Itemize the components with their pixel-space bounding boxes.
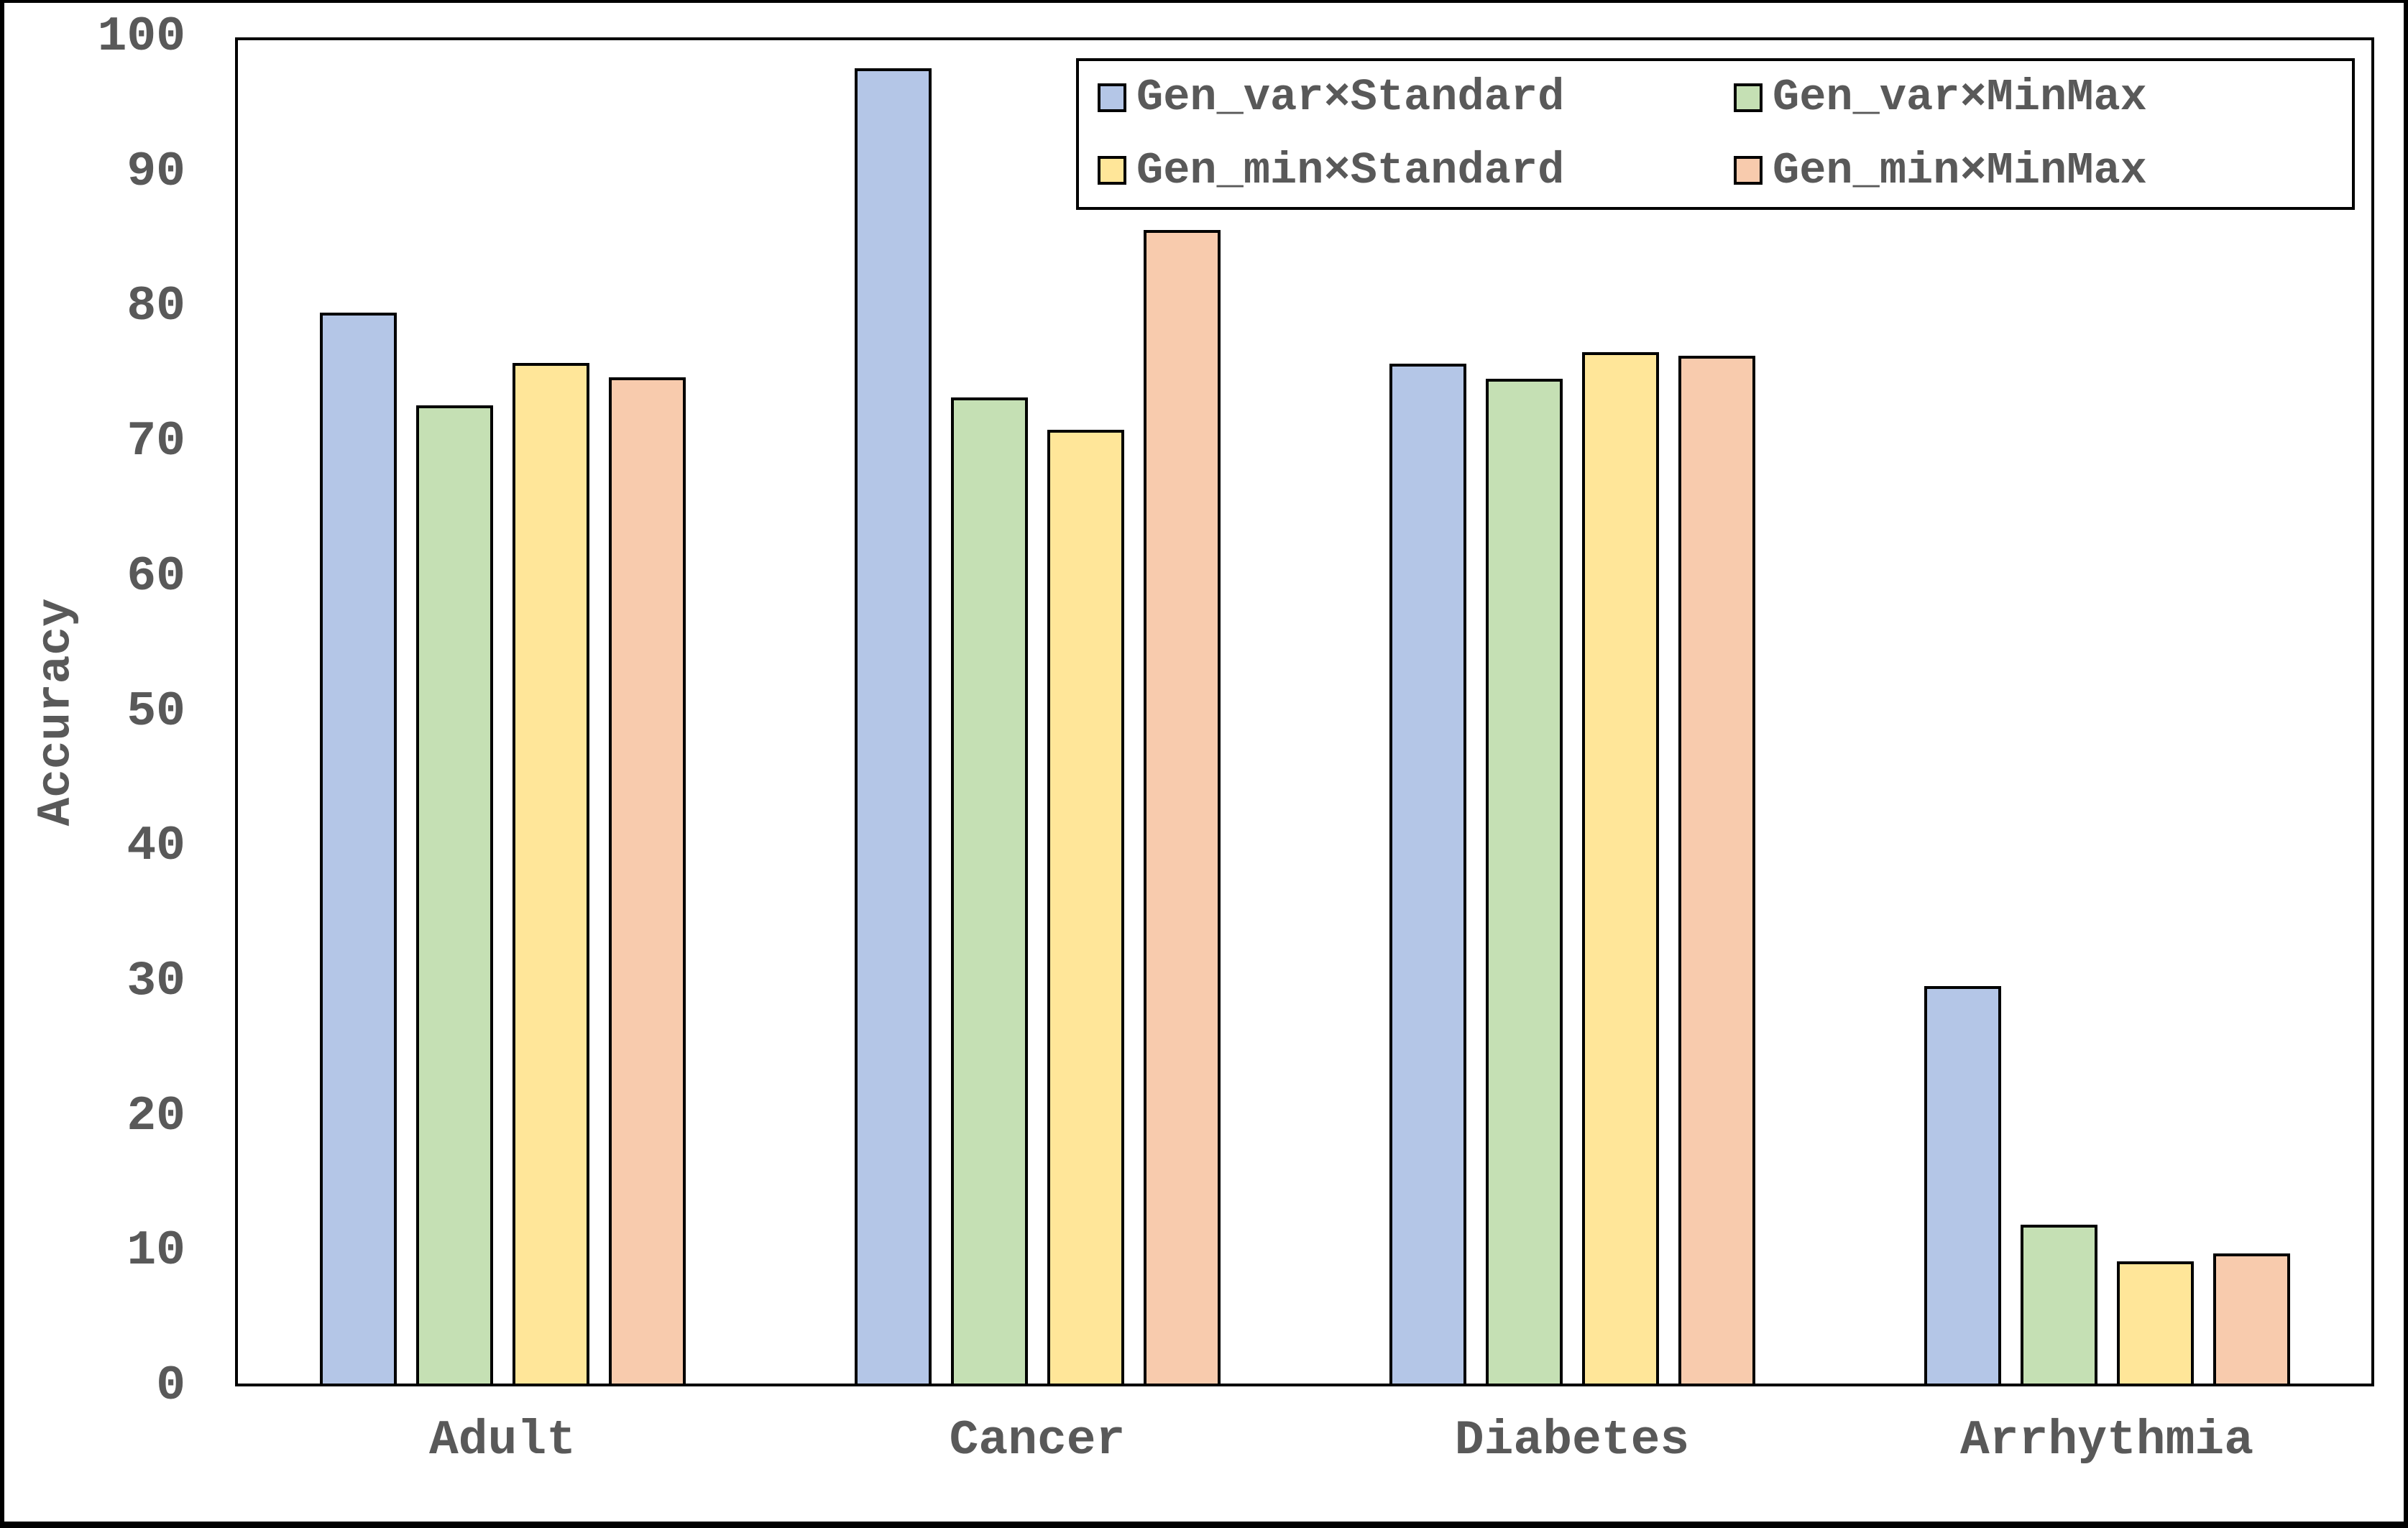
legend: Gen_var×Standard Gen_var×MinMax Gen_min×… <box>1076 58 2355 210</box>
bar-Cancer-Gen_min×Standard <box>1047 430 1124 1384</box>
x-category-label: Diabetes <box>1454 1413 1690 1468</box>
y-tick-label: 100 <box>97 9 185 65</box>
legend-label: Gen_min×Standard <box>1136 144 1565 196</box>
legend-label: Gen_min×MinMax <box>1773 144 2147 196</box>
y-tick-label: 10 <box>127 1223 185 1279</box>
bar-Adult-Gen_min×Standard <box>512 362 589 1384</box>
y-tick-label: 0 <box>156 1358 185 1414</box>
y-tick-label: 20 <box>127 1088 185 1144</box>
legend-label: Gen_var×MinMax <box>1773 72 2147 124</box>
x-category-label: Cancer <box>949 1413 1126 1468</box>
bar-Diabetes-Gen_var×MinMax <box>1485 379 1563 1384</box>
x-category-label: Adult <box>428 1413 576 1468</box>
plot-area <box>235 37 2374 1386</box>
legend-item: Gen_var×MinMax <box>1715 72 2351 123</box>
bar-Diabetes-Gen_min×MinMax <box>1678 356 1755 1384</box>
y-tick-label: 80 <box>127 279 185 335</box>
legend-swatch <box>1098 83 1126 112</box>
bar-Arrhythmia-Gen_var×MinMax <box>2020 1225 2097 1384</box>
bar-Arrhythmia-Gen_var×Standard <box>1924 985 2001 1384</box>
legend-row: Gen_var×Standard Gen_var×MinMax <box>1079 72 2352 123</box>
legend-swatch <box>1734 156 1763 185</box>
y-tick-label: 90 <box>127 144 185 200</box>
bar-Cancer-Gen_min×MinMax <box>1143 229 1221 1384</box>
legend-item: Gen_min×Standard <box>1079 145 1715 196</box>
y-tick-label: 40 <box>127 819 185 875</box>
bar-Adult-Gen_var×Standard <box>319 313 397 1384</box>
y-tick-label: 60 <box>127 548 185 604</box>
y-tick-label: 70 <box>127 414 185 470</box>
legend-swatch <box>1734 83 1763 112</box>
bar-Arrhythmia-Gen_min×MinMax <box>2212 1253 2290 1384</box>
x-category-label: Arrhythmia <box>1959 1413 2254 1468</box>
legend-label: Gen_var×Standard <box>1136 72 1565 124</box>
legend-item: Gen_var×Standard <box>1079 72 1715 123</box>
bar-Arrhythmia-Gen_min×Standard <box>2116 1261 2194 1384</box>
bar-Cancer-Gen_var×Standard <box>854 68 932 1384</box>
bar-Adult-Gen_var×MinMax <box>415 405 493 1384</box>
legend-row: Gen_min×Standard Gen_min×MinMax <box>1079 145 2352 196</box>
y-tick-label: 50 <box>127 684 185 740</box>
legend-item: Gen_min×MinMax <box>1715 145 2351 196</box>
legend-swatch <box>1098 156 1126 185</box>
bar-Diabetes-Gen_min×Standard <box>1581 351 1659 1384</box>
bar-Diabetes-Gen_var×Standard <box>1389 364 1466 1384</box>
y-tick-label: 30 <box>127 953 185 1009</box>
bar-Adult-Gen_min×MinMax <box>608 377 686 1384</box>
bar-Cancer-Gen_var×MinMax <box>950 397 1028 1384</box>
